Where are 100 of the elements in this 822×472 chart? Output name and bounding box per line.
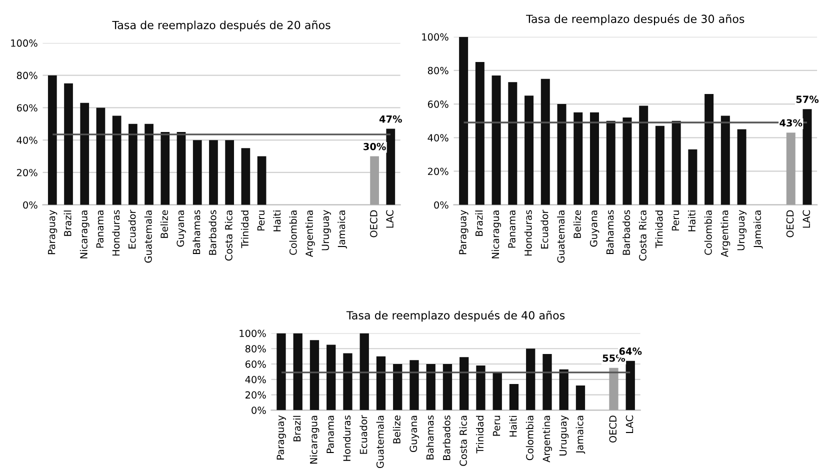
- bar: [737, 129, 746, 205]
- y-tick-label: 40%: [16, 136, 38, 144]
- x-tick-label: Haiti: [688, 210, 696, 232]
- bar: [386, 128, 396, 205]
- bar: [606, 120, 616, 205]
- x-tick-label: Uruguay: [737, 210, 746, 250]
- y-tick-label: 100%: [240, 330, 266, 338]
- bar: [508, 82, 518, 205]
- data-label: 57%: [796, 96, 819, 104]
- x-tick-label: Paraguay: [459, 210, 468, 254]
- bar: [655, 126, 664, 205]
- x-tick-label: Costa Rica: [459, 416, 467, 466]
- bar: [492, 372, 502, 410]
- x-tick-label: Belize: [392, 416, 400, 444]
- x-tick-label: Panama: [508, 210, 516, 248]
- bar: [688, 149, 698, 205]
- y-tick-label: 0%: [434, 201, 448, 209]
- bar: [475, 62, 484, 205]
- bar: [802, 109, 812, 205]
- x-tick-label: Nicaragua: [310, 416, 320, 464]
- x-tick-label: Trinidad: [655, 210, 663, 248]
- bar: [144, 124, 154, 205]
- x-tick-label: Panama: [326, 416, 334, 454]
- x-tick-label: Guatemala: [144, 210, 152, 263]
- y-tick-label: 20%: [246, 391, 266, 399]
- bar: [524, 96, 534, 205]
- x-tick-label: Colombia: [526, 416, 534, 460]
- x-tick-label: Paraguay: [48, 210, 58, 254]
- bar: [720, 116, 730, 205]
- bar: [343, 353, 352, 410]
- chart-title: Tasa de reemplazo después de 30 años: [526, 14, 744, 26]
- x-tick-label: Guyana: [590, 210, 600, 247]
- x-tick-label: Haiti: [509, 416, 517, 437]
- y-tick-label: 0%: [252, 406, 266, 414]
- bar: [376, 356, 386, 410]
- bar: [160, 132, 170, 205]
- bar: [96, 108, 106, 205]
- bar: [576, 386, 586, 410]
- bar: [80, 102, 90, 205]
- y-tick-label: 80%: [245, 345, 266, 352]
- bar: [192, 140, 202, 205]
- data-label: 47%: [379, 115, 402, 123]
- bar: [310, 340, 320, 410]
- bar: [786, 132, 796, 205]
- x-tick-label: Peru: [672, 210, 680, 230]
- y-tick-label: 0%: [23, 201, 38, 209]
- x-tick-label: Bahamas: [606, 210, 614, 254]
- bar: [442, 364, 452, 410]
- y-tick-label: 60%: [428, 100, 448, 108]
- bar: [276, 333, 286, 410]
- data-label: 64%: [619, 348, 642, 355]
- x-tick-label: LAC: [626, 416, 634, 433]
- x-tick-label: Argentina: [305, 210, 315, 258]
- x-tick-label: Costa Rica: [638, 210, 646, 261]
- x-tick-label: Uruguay: [559, 415, 569, 456]
- y-tick-label: 20%: [428, 168, 448, 176]
- x-tick-label: Paraguay: [276, 415, 286, 460]
- bar: [492, 75, 501, 205]
- bar: [542, 354, 552, 410]
- bar: [590, 112, 599, 205]
- bar: [112, 116, 122, 205]
- x-tick-label: Guatemala: [557, 210, 565, 263]
- bar: [48, 75, 57, 205]
- x-tick-label: Ecuador: [540, 210, 548, 248]
- x-tick-label: Honduras: [112, 210, 120, 256]
- x-tick-label: Colombia: [704, 210, 712, 255]
- x-tick-label: Haiti: [273, 210, 281, 232]
- bar: [459, 36, 468, 205]
- x-tick-label: OECD: [370, 210, 378, 238]
- x-tick-label: Colombia: [289, 210, 297, 255]
- bar: [609, 368, 618, 410]
- bar: [64, 83, 73, 205]
- x-tick-label: Peru: [492, 416, 500, 436]
- x-tick-label: Nicaragua: [492, 210, 501, 258]
- x-tick-label: Barbados: [622, 210, 630, 255]
- y-tick-label: 100%: [11, 39, 38, 47]
- data-label: 43%: [780, 119, 802, 127]
- y-tick-label: 100%: [422, 33, 448, 41]
- bar: [559, 369, 568, 410]
- x-tick-label: Bahamas: [426, 416, 434, 460]
- x-tick-label: Jamaica: [753, 210, 763, 248]
- x-tick-label: Peru: [257, 210, 265, 230]
- bar: [393, 364, 402, 410]
- y-tick-label: 80%: [16, 72, 38, 80]
- chart-title: Tasa de reemplazo después de 20 años: [112, 20, 330, 32]
- x-tick-label: Belize: [573, 210, 581, 238]
- bar: [622, 117, 632, 205]
- x-tick-label: Uruguay: [322, 210, 331, 250]
- bar: [257, 156, 266, 205]
- x-tick-label: Brazil: [475, 210, 483, 236]
- y-tick-label: 20%: [16, 168, 38, 176]
- x-tick-label: OECD: [609, 416, 617, 443]
- x-tick-label: Trinidad: [240, 210, 249, 248]
- x-tick-label: Bahamas: [192, 210, 200, 254]
- bar: [370, 156, 379, 205]
- x-tick-label: Panama: [96, 210, 104, 248]
- bar: [410, 360, 419, 410]
- x-tick-label: Honduras: [524, 210, 532, 256]
- x-tick-label: Ecuador: [360, 415, 368, 454]
- bar: [460, 357, 469, 410]
